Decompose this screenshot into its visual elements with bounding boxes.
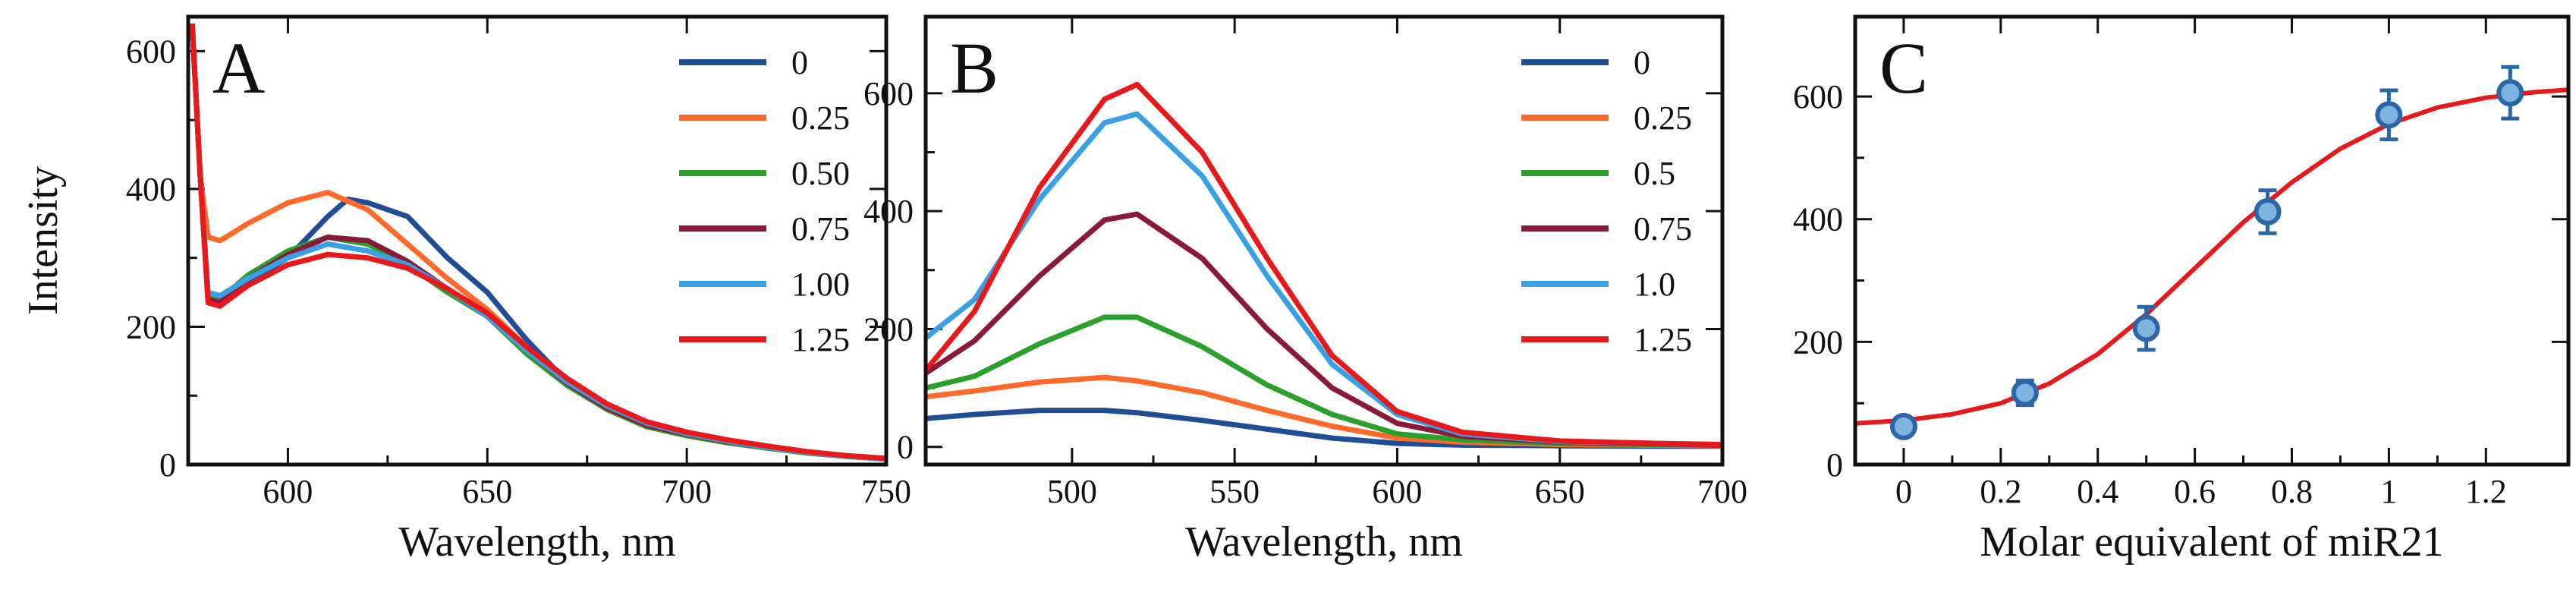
x-tick-label: 550 — [1209, 473, 1260, 510]
data-point — [1889, 412, 1917, 440]
legend-label: 0.75 — [791, 210, 850, 247]
legend-label: 0.25 — [1634, 99, 1692, 137]
y-axis-title: Intensity — [20, 166, 67, 315]
series-line-1.25 — [926, 81, 1722, 448]
x-tick-label: 1.2 — [2465, 473, 2507, 510]
series-line-1.00 — [189, 23, 886, 462]
series-line-1.25 — [189, 23, 886, 462]
plot-frame — [186, 14, 889, 467]
plot-area — [189, 23, 886, 462]
series-line-0 — [189, 23, 886, 462]
data-point — [2132, 314, 2160, 342]
x-tick-label: 700 — [662, 473, 712, 510]
legend-label: 1.25 — [791, 321, 850, 358]
legend-label: 0.75 — [1634, 210, 1692, 247]
x-tick-label: 0.8 — [2271, 473, 2313, 510]
x-tick-label: 0.2 — [1980, 473, 2021, 510]
x-axis-title: Wavelength, nm — [398, 518, 676, 566]
legend-label: 0 — [1634, 44, 1650, 81]
series-line-0.25 — [189, 23, 886, 462]
fit-curve — [1855, 87, 2568, 426]
legend-label: 1.25 — [1634, 321, 1692, 358]
y-tick-label: 200 — [126, 308, 176, 345]
y-tick-label: 600 — [863, 75, 914, 112]
data-point — [2011, 379, 2039, 407]
x-tick-label: 750 — [861, 473, 911, 510]
x-tick-label: 650 — [1535, 473, 1585, 510]
legend-label: 1.0 — [1634, 266, 1675, 303]
y-tick-label: 0 — [1826, 446, 1843, 484]
data-point — [2375, 101, 2403, 129]
data-point — [2254, 198, 2282, 226]
x-axis-title: Wavelength, nm — [1185, 518, 1463, 566]
plot-area — [926, 81, 1722, 449]
panel-label: A — [212, 27, 265, 109]
legend-label: 0 — [791, 44, 808, 81]
x-tick-label: 1 — [2380, 473, 2397, 510]
y-tick-label: 600 — [126, 33, 176, 70]
y-tick-label: 200 — [863, 310, 914, 348]
panel-label: B — [950, 27, 999, 109]
y-tick-label: 600 — [1793, 78, 1843, 115]
plot-frame — [923, 14, 1725, 467]
x-tick-label: 700 — [1697, 473, 1747, 510]
x-tick-label: 0.4 — [2077, 473, 2118, 510]
legend-label: 0.5 — [1634, 155, 1675, 192]
x-tick-label: 500 — [1047, 473, 1097, 510]
legend-label: 0.25 — [791, 99, 850, 137]
x-axis-title: Molar equivalent of miR21 — [1980, 518, 2443, 566]
x-tick-label: 600 — [1372, 473, 1422, 510]
panel-a: 600 650 700 750 0 200 400 600 A Wavelength, nm Int… — [20, 14, 911, 566]
plot-area — [1855, 65, 2568, 440]
y-tick-label: 400 — [1793, 201, 1843, 238]
y-tick-label: 0 — [897, 429, 914, 466]
panel-label: C — [1879, 27, 1928, 109]
data-point — [2496, 79, 2524, 107]
y-tick-label: 400 — [863, 193, 914, 230]
y-tick-label: 200 — [1793, 323, 1843, 361]
panel-b: 500 550 600 650 700 0 200 400 600 B Wavelength, nm… — [863, 14, 1747, 566]
x-tick-label: 0.6 — [2174, 473, 2216, 510]
series-line-0.50 — [189, 23, 886, 462]
y-tick-label: 0 — [159, 446, 176, 484]
legend-label: 1.00 — [791, 266, 850, 303]
series-line-1.0 — [926, 111, 1722, 448]
series-line-0.75 — [189, 23, 886, 462]
x-tick-label: 650 — [462, 473, 512, 510]
y-tick-label: 400 — [126, 171, 176, 208]
x-tick-label: 600 — [263, 473, 313, 510]
panel-c: 0 0.2 0.4 0.6 0.8 1 1.2 0 200 400 600 C Molar equiva… — [1793, 14, 2571, 566]
legend-label: 0.50 — [791, 155, 850, 192]
x-tick-label: 0 — [1895, 473, 1912, 510]
plot-frame — [1853, 14, 2571, 467]
